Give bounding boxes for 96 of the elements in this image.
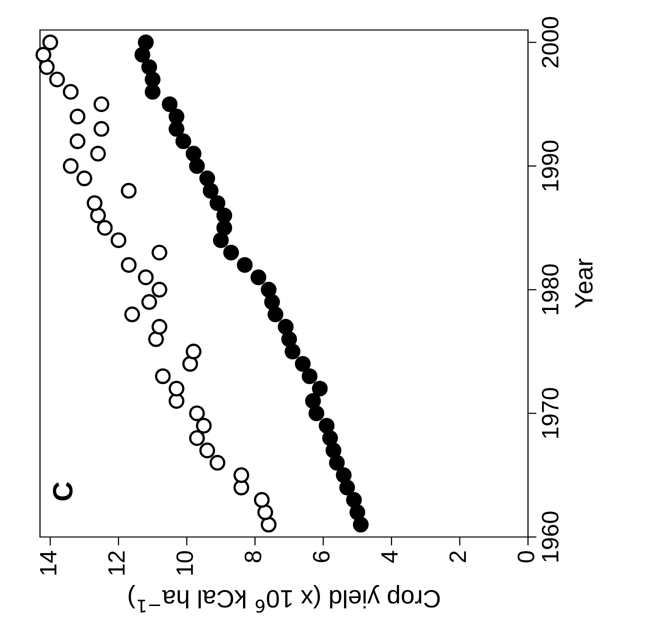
point	[318, 418, 335, 434]
point	[110, 232, 126, 248]
point	[260, 516, 277, 533]
point	[94, 121, 110, 137]
point	[257, 504, 274, 520]
y-axis-title: Year	[575, 258, 593, 308]
point	[189, 405, 205, 422]
x-tick-label: 6	[312, 551, 330, 562]
y-tick-label: 1980	[542, 264, 559, 314]
point	[144, 84, 160, 100]
point	[216, 208, 232, 224]
point	[38, 59, 55, 75]
text: C	[52, 482, 73, 500]
point	[94, 96, 110, 112]
point	[254, 492, 270, 508]
point	[346, 492, 362, 508]
point	[42, 34, 58, 50]
point	[189, 430, 205, 446]
point	[196, 418, 212, 434]
point	[216, 220, 232, 236]
point	[212, 232, 229, 248]
point	[36, 46, 52, 63]
point	[120, 257, 137, 273]
point	[312, 380, 328, 396]
y-tick-label: 1990	[542, 140, 559, 190]
point	[250, 269, 266, 286]
point	[154, 368, 171, 384]
point	[96, 220, 113, 236]
point	[168, 380, 184, 396]
x-tick-label: 12	[108, 551, 125, 575]
point	[49, 72, 65, 88]
point	[120, 182, 137, 199]
point	[278, 318, 294, 335]
point	[302, 368, 318, 384]
point	[260, 282, 277, 298]
point	[308, 405, 324, 422]
point	[134, 46, 150, 63]
x-tick-label: 4	[381, 550, 398, 563]
point	[141, 294, 158, 310]
y-tick-label: 1960	[542, 512, 559, 562]
point	[138, 269, 154, 286]
x-axis-title: Crop yield (x 10$^{6}$ kCal ha$^{−1}$)	[128, 585, 440, 613]
point	[62, 84, 79, 100]
x-tick-label: 0	[518, 551, 534, 562]
point	[349, 504, 366, 520]
point	[233, 467, 250, 484]
point	[322, 430, 338, 446]
point	[144, 72, 160, 88]
point	[336, 467, 352, 484]
point	[186, 146, 202, 162]
point	[162, 96, 178, 112]
point	[329, 454, 345, 471]
point	[210, 195, 226, 211]
point	[339, 480, 356, 496]
point	[186, 344, 202, 360]
point	[70, 133, 86, 150]
x-tick-label: 14	[40, 550, 56, 575]
x-tick-label: 2	[449, 551, 466, 562]
point	[236, 257, 253, 273]
point	[168, 121, 184, 137]
point	[124, 306, 140, 322]
point	[326, 442, 342, 458]
point	[152, 244, 168, 260]
point	[90, 208, 106, 224]
point	[76, 170, 92, 186]
y-tick-label: 1970	[542, 388, 559, 438]
point	[62, 158, 79, 174]
point	[268, 306, 284, 322]
point	[284, 344, 300, 360]
point	[148, 331, 164, 348]
point	[294, 356, 311, 372]
point	[152, 282, 168, 298]
point	[189, 158, 205, 174]
point	[202, 182, 219, 199]
point	[305, 393, 321, 409]
point	[90, 146, 106, 162]
point	[168, 108, 184, 124]
point	[168, 393, 184, 409]
point	[199, 170, 216, 186]
point	[152, 318, 168, 335]
point	[175, 133, 192, 150]
point	[199, 442, 216, 458]
point	[352, 516, 369, 533]
x-tick-label: 10	[176, 551, 194, 575]
point	[233, 480, 250, 496]
point	[264, 294, 280, 310]
point	[141, 59, 158, 75]
point	[86, 195, 102, 211]
x-tick-label: 8	[244, 551, 262, 562]
point	[70, 108, 86, 124]
point	[182, 356, 198, 372]
point	[138, 34, 154, 50]
y-tick-label: 2000	[542, 17, 559, 68]
point	[210, 454, 226, 471]
point	[223, 244, 239, 260]
point	[281, 331, 297, 348]
